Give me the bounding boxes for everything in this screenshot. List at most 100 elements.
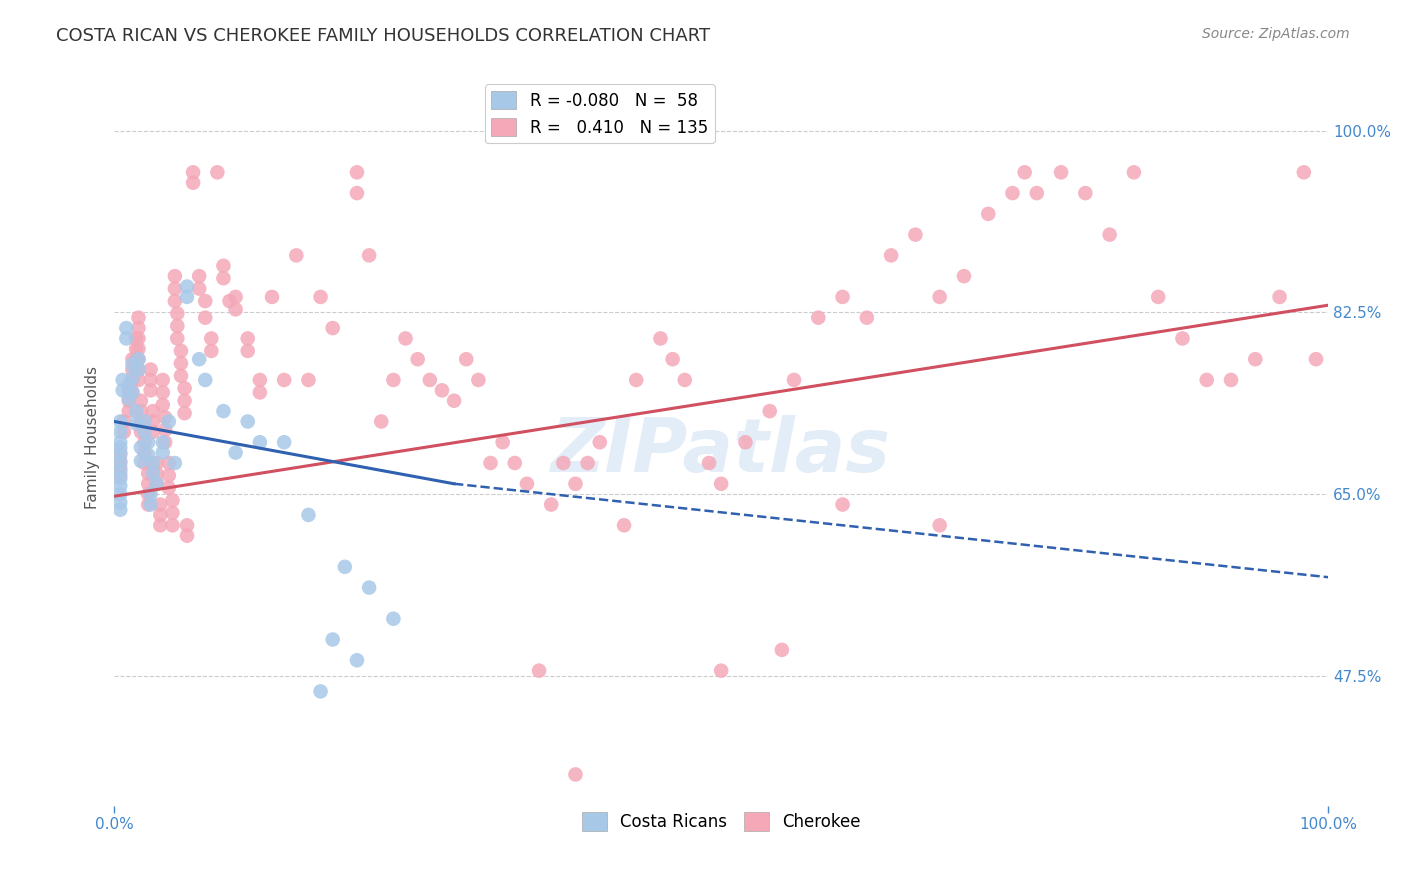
Point (1074, 186, 1097, 200)
Point (166, 318, 188, 333)
Point (333, 559, 356, 574)
Point (152, 398, 174, 412)
Point (831, 290, 853, 304)
Point (136, 476, 159, 491)
Point (430, 384, 453, 398)
Point (309, 290, 332, 304)
Point (1305, 352, 1327, 367)
Point (382, 612, 405, 626)
Point (904, 227, 927, 242)
Point (260, 290, 283, 304)
Point (831, 498, 853, 512)
Point (249, 373, 271, 387)
Point (125, 404, 148, 418)
Point (134, 445, 156, 459)
Point (121, 385, 143, 400)
Point (1244, 352, 1267, 367)
Point (149, 498, 172, 512)
Point (359, 581, 381, 595)
Point (118, 378, 141, 392)
Point (112, 425, 135, 439)
Point (758, 404, 780, 418)
Point (152, 385, 174, 400)
Point (129, 441, 152, 455)
Point (249, 435, 271, 450)
Point (928, 290, 950, 304)
Point (212, 271, 235, 285)
Point (346, 186, 368, 200)
Point (110, 495, 132, 509)
Point (1098, 227, 1121, 242)
Point (163, 294, 186, 309)
Point (406, 352, 429, 367)
Point (153, 423, 176, 437)
Point (136, 498, 159, 512)
Point (115, 331, 138, 345)
Point (218, 294, 240, 309)
Point (173, 381, 195, 395)
Point (142, 456, 165, 470)
Point (194, 294, 217, 309)
Point (110, 448, 132, 462)
Point (136, 448, 159, 462)
Point (359, 248, 381, 262)
Point (110, 425, 132, 439)
Point (152, 445, 174, 459)
Point (153, 410, 176, 425)
Point (977, 207, 1000, 221)
Point (527, 664, 550, 678)
Point (212, 404, 235, 418)
Point (697, 456, 720, 470)
Point (110, 415, 132, 429)
Point (127, 362, 149, 376)
Point (145, 456, 167, 470)
Point (166, 306, 188, 320)
Point (163, 269, 186, 284)
Point (145, 476, 167, 491)
Point (127, 321, 149, 335)
Point (125, 342, 148, 356)
Point (225, 445, 247, 459)
Point (176, 290, 198, 304)
Point (770, 643, 793, 657)
Point (181, 165, 204, 179)
Point (285, 248, 308, 262)
Point (110, 461, 132, 475)
Point (419, 373, 441, 387)
Point (129, 415, 152, 429)
Point (157, 481, 180, 495)
Point (121, 352, 143, 367)
Point (503, 456, 526, 470)
Point (112, 415, 135, 429)
Point (127, 331, 149, 345)
Point (134, 415, 156, 429)
Point (134, 435, 156, 450)
Point (110, 456, 132, 470)
Point (121, 385, 143, 400)
Point (110, 487, 132, 501)
Point (710, 664, 733, 678)
Point (249, 385, 271, 400)
Point (170, 368, 193, 383)
Point (170, 343, 193, 358)
Text: ZIPatlas: ZIPatlas (551, 416, 891, 488)
Point (200, 331, 222, 345)
Point (1001, 186, 1024, 200)
Point (181, 176, 204, 190)
Point (162, 493, 184, 508)
Point (134, 456, 156, 470)
Point (492, 435, 515, 450)
Point (139, 384, 162, 398)
Point (129, 393, 152, 408)
Point (145, 476, 167, 491)
Point (322, 321, 344, 335)
Point (650, 331, 672, 345)
Point (142, 425, 165, 439)
Point (166, 331, 188, 345)
Point (1220, 373, 1243, 387)
Point (564, 767, 586, 781)
Point (564, 476, 586, 491)
Text: Source: ZipAtlas.com: Source: ZipAtlas.com (1202, 27, 1350, 41)
Point (467, 373, 489, 387)
Point (297, 373, 319, 387)
